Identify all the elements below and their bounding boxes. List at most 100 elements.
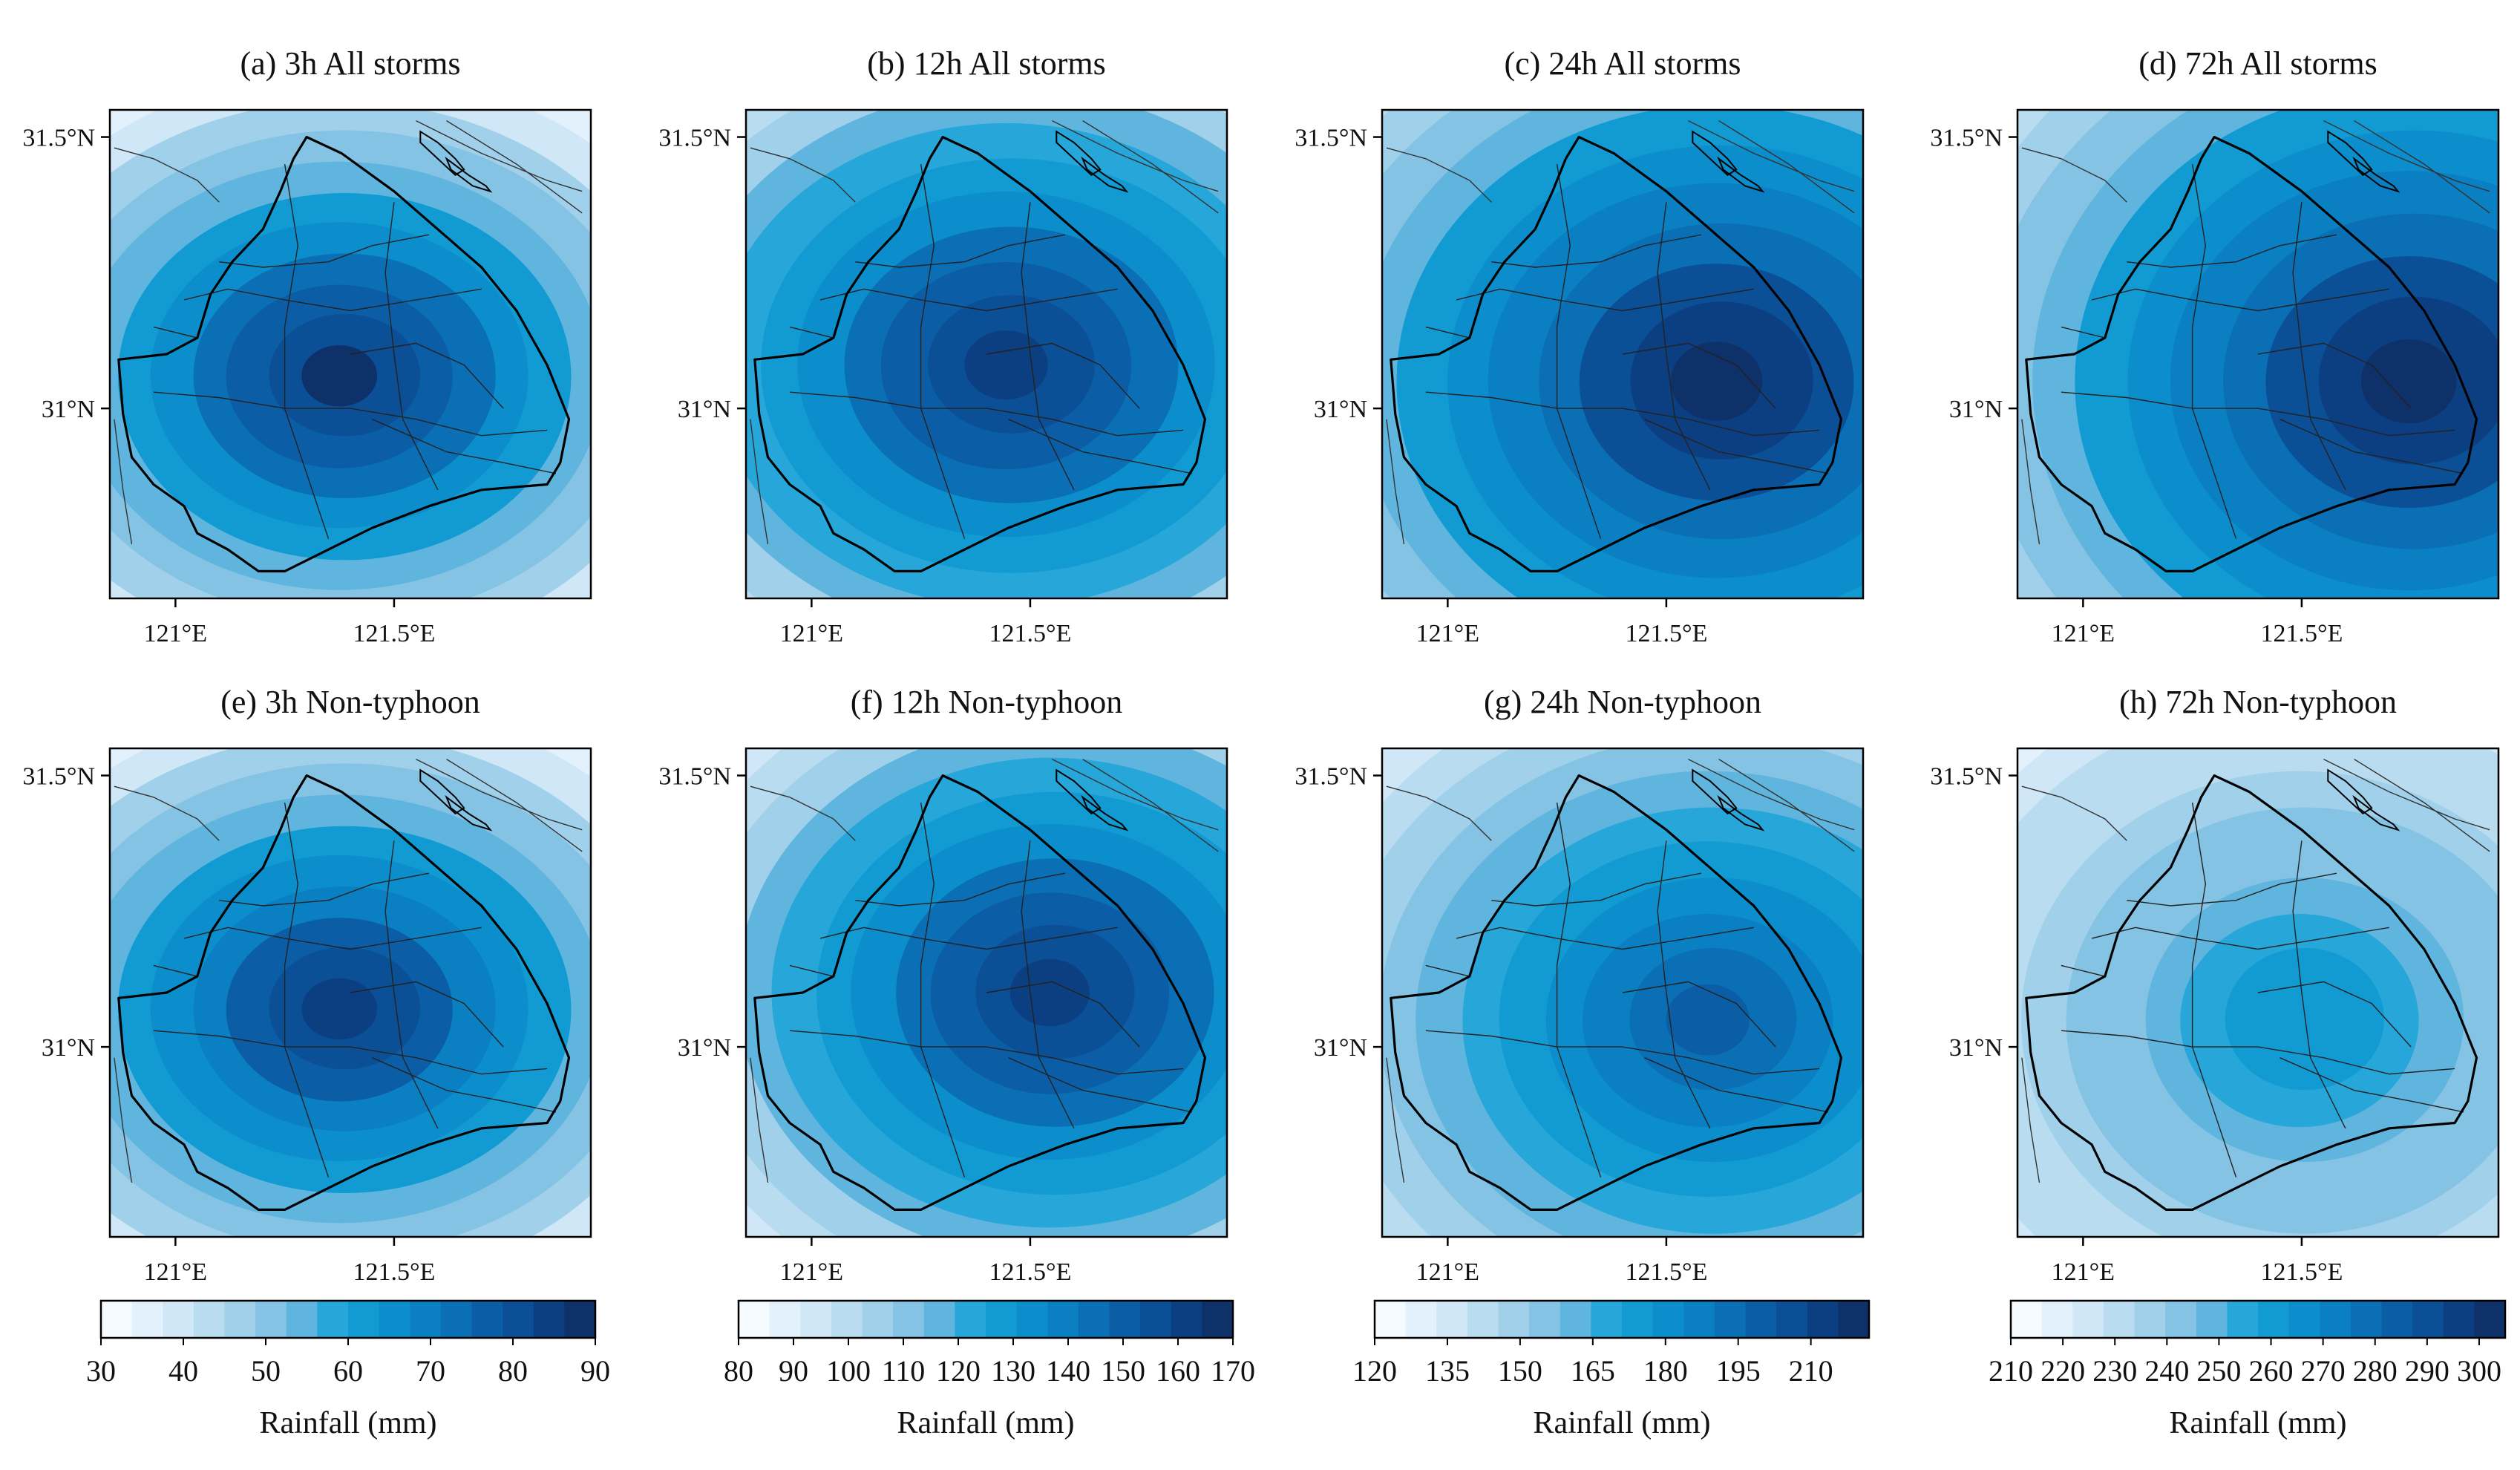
colorbar-tick-label: 120 xyxy=(936,1354,981,1388)
colorbar-tick-label: 30 xyxy=(86,1354,116,1388)
district-border xyxy=(986,981,1140,1048)
colorbar-swatch xyxy=(2320,1301,2352,1338)
island-outline xyxy=(419,130,465,176)
colorbar-swatch xyxy=(1683,1301,1715,1338)
colorbar-tick-label: 90 xyxy=(580,1354,610,1388)
colorbar-swatch xyxy=(2474,1301,2506,1338)
panel-title: (h) 72h Non-typhoon xyxy=(2119,684,2397,720)
province-border xyxy=(1052,758,1219,831)
colorbar-tick-label: 220 xyxy=(2040,1354,2085,1388)
colorbar-tick-label: 135 xyxy=(1425,1354,1470,1388)
colorbar-swatch xyxy=(1745,1301,1777,1338)
colorbar-swatch xyxy=(1405,1301,1437,1338)
island-outline xyxy=(1081,156,1129,193)
colorbar-swatch xyxy=(317,1301,349,1338)
colorbar-swatch xyxy=(2041,1301,2073,1338)
colorbar-tick-label: 270 xyxy=(2301,1354,2346,1388)
district-border xyxy=(219,872,430,906)
province-border xyxy=(114,147,220,203)
colorbar-swatch xyxy=(1171,1301,1202,1338)
colorbar-swatch xyxy=(1714,1301,1747,1338)
province-border xyxy=(1386,785,1492,841)
district-border xyxy=(384,202,439,491)
borders xyxy=(114,758,583,1212)
colorbar-swatch xyxy=(1838,1301,1870,1338)
colorbar-tick-label: 130 xyxy=(991,1354,1035,1388)
colorbar-frame xyxy=(2009,1299,2507,1339)
district-border xyxy=(1622,342,1776,409)
panel-title: (e) 3h Non-typhoon xyxy=(220,684,480,720)
x-tick-label: 121.5°E xyxy=(1625,620,1707,647)
colorbar-swatch xyxy=(471,1301,503,1338)
colorbar-tick-label: 40 xyxy=(168,1354,198,1388)
colorbar-tick-label: 170 xyxy=(1211,1354,1255,1388)
colorbar-swatch xyxy=(193,1301,226,1338)
rainfall-field xyxy=(110,110,591,598)
colorbars: 30 40 50 60 70 80 90 Rainfall (mm) 80 90 100 110 120… xyxy=(86,1299,2507,1440)
colorbar-swatch xyxy=(101,1301,133,1338)
district-border xyxy=(350,981,504,1048)
borders xyxy=(750,758,1219,1212)
district-border xyxy=(2061,391,2455,437)
panel-title: (g) 24h Non-typhoon xyxy=(1484,684,1761,720)
colorbar-tick-label: 210 xyxy=(1789,1354,1833,1388)
shanghai-outline xyxy=(1390,774,1843,1212)
district-border xyxy=(1021,840,1075,1129)
colorbar-swatch xyxy=(348,1301,380,1338)
map-panel: (g) 24h Non-typhoon 121°E 121.5°E 31.5°N 31°… xyxy=(1295,684,1865,1286)
colorbar-tick-label: 300 xyxy=(2457,1354,2501,1388)
province-border xyxy=(416,758,583,831)
district-border xyxy=(153,326,197,339)
colorbar-tick-label: 110 xyxy=(882,1354,926,1388)
contour-band xyxy=(1009,958,1090,1027)
colorbar-swatch xyxy=(1560,1301,1591,1338)
district-border xyxy=(183,927,482,950)
y-tick-label: 31.5°N xyxy=(1295,763,1367,791)
island-outline xyxy=(2327,130,2373,176)
district-border xyxy=(2061,1030,2455,1075)
island-outline xyxy=(2327,768,2373,814)
map-panel: (f) 12h Non-typhoon 121°E 121.5°E 31.5°N 31°… xyxy=(658,684,1228,1286)
colorbar: 30 40 50 60 70 80 90 Rainfall (mm) xyxy=(86,1299,610,1440)
colorbar-swatch xyxy=(1498,1301,1530,1338)
colorbar-swatch xyxy=(1109,1301,1141,1338)
map-frame xyxy=(108,747,592,1238)
district-border xyxy=(372,419,557,474)
district-border xyxy=(284,163,330,539)
y-tick-label: 31.5°N xyxy=(1295,125,1367,152)
map-panel: (a) 3h All storms 121°E 121.5°E 31.5°N 31°N xyxy=(22,45,592,647)
colorbar: 80 90 100 110 120 130 140 150 160 170 Rainfall (mm… xyxy=(724,1299,1255,1440)
rainfall-field xyxy=(746,748,1227,1237)
map-frame xyxy=(744,747,1228,1238)
province-border xyxy=(1688,758,1855,831)
colorbar-swatch xyxy=(2381,1301,2413,1338)
district-border xyxy=(1456,288,1754,312)
map-panel: (h) 72h Non-typhoon 121°E 121.5°E 31.5°N 31°… xyxy=(1930,684,2500,1286)
x-tick-label: 121°E xyxy=(780,620,843,647)
rainfall-field xyxy=(2017,748,2498,1237)
y-tick-label: 31°N xyxy=(42,396,95,423)
district-border xyxy=(1008,1057,1193,1113)
province-border xyxy=(2021,1057,2040,1183)
district-border xyxy=(183,288,482,312)
district-border xyxy=(2257,342,2412,409)
province-border xyxy=(1718,120,1855,214)
province-border xyxy=(2021,785,2127,841)
province-border xyxy=(1052,120,1219,192)
colorbar-swatch xyxy=(2258,1301,2290,1338)
island-outline xyxy=(1692,130,1738,176)
panel-title: (c) 24h All storms xyxy=(1505,45,1741,82)
contour-band xyxy=(301,978,378,1040)
island-outline xyxy=(1692,768,1738,814)
district-border xyxy=(1425,326,1470,339)
district-border xyxy=(1425,1030,1820,1075)
colorbar-swatch xyxy=(1807,1301,1839,1338)
province-border xyxy=(1718,759,1855,852)
province-border xyxy=(2021,419,2040,545)
colorbar-swatch xyxy=(533,1301,565,1338)
island-outline xyxy=(1056,768,1102,814)
y-tick-label: 31.5°N xyxy=(658,125,731,152)
district-border xyxy=(1021,202,1075,491)
y-tick-label: 31°N xyxy=(678,396,731,423)
